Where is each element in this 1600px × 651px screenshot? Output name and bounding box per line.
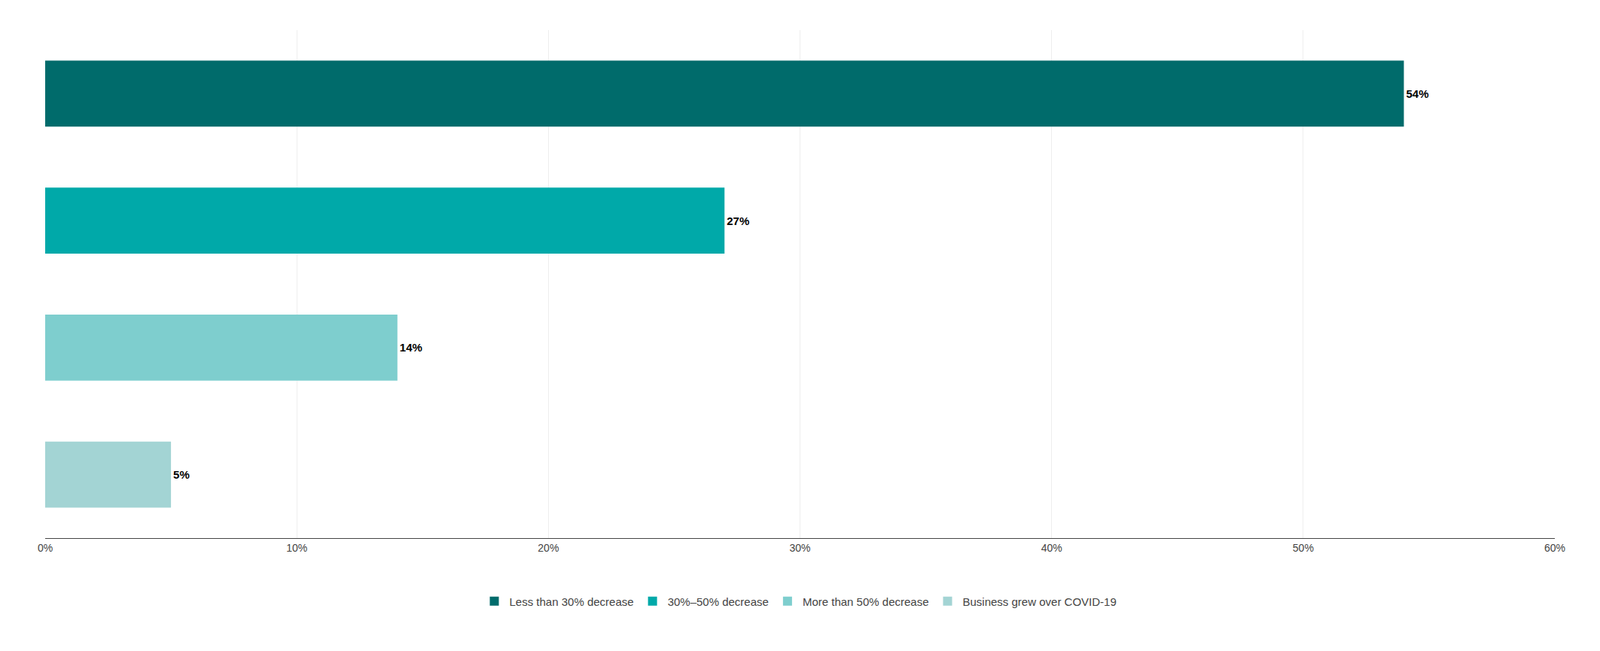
svg-text:10%: 10% — [286, 542, 308, 555]
svg-text:50%: 50% — [1292, 542, 1314, 555]
svg-text:Less than 30% decrease: Less than 30% decrease — [509, 595, 634, 609]
svg-text:30%–50% decrease: 30%–50% decrease — [667, 595, 769, 609]
svg-text:60%: 60% — [1544, 542, 1566, 555]
svg-text:0%: 0% — [37, 542, 53, 555]
svg-text:40%: 40% — [1041, 542, 1063, 555]
svg-text:More than 50% decrease: More than 50% decrease — [802, 595, 930, 609]
svg-text:30%: 30% — [789, 542, 811, 555]
svg-text:54%: 54% — [1406, 87, 1430, 101]
svg-text:20%: 20% — [537, 542, 559, 555]
svg-text:27%: 27% — [726, 214, 750, 228]
svg-text:14%: 14% — [399, 341, 423, 354]
svg-text:5%: 5% — [173, 468, 190, 482]
svg-text:Business grew over COVID-19: Business grew over COVID-19 — [963, 595, 1117, 609]
